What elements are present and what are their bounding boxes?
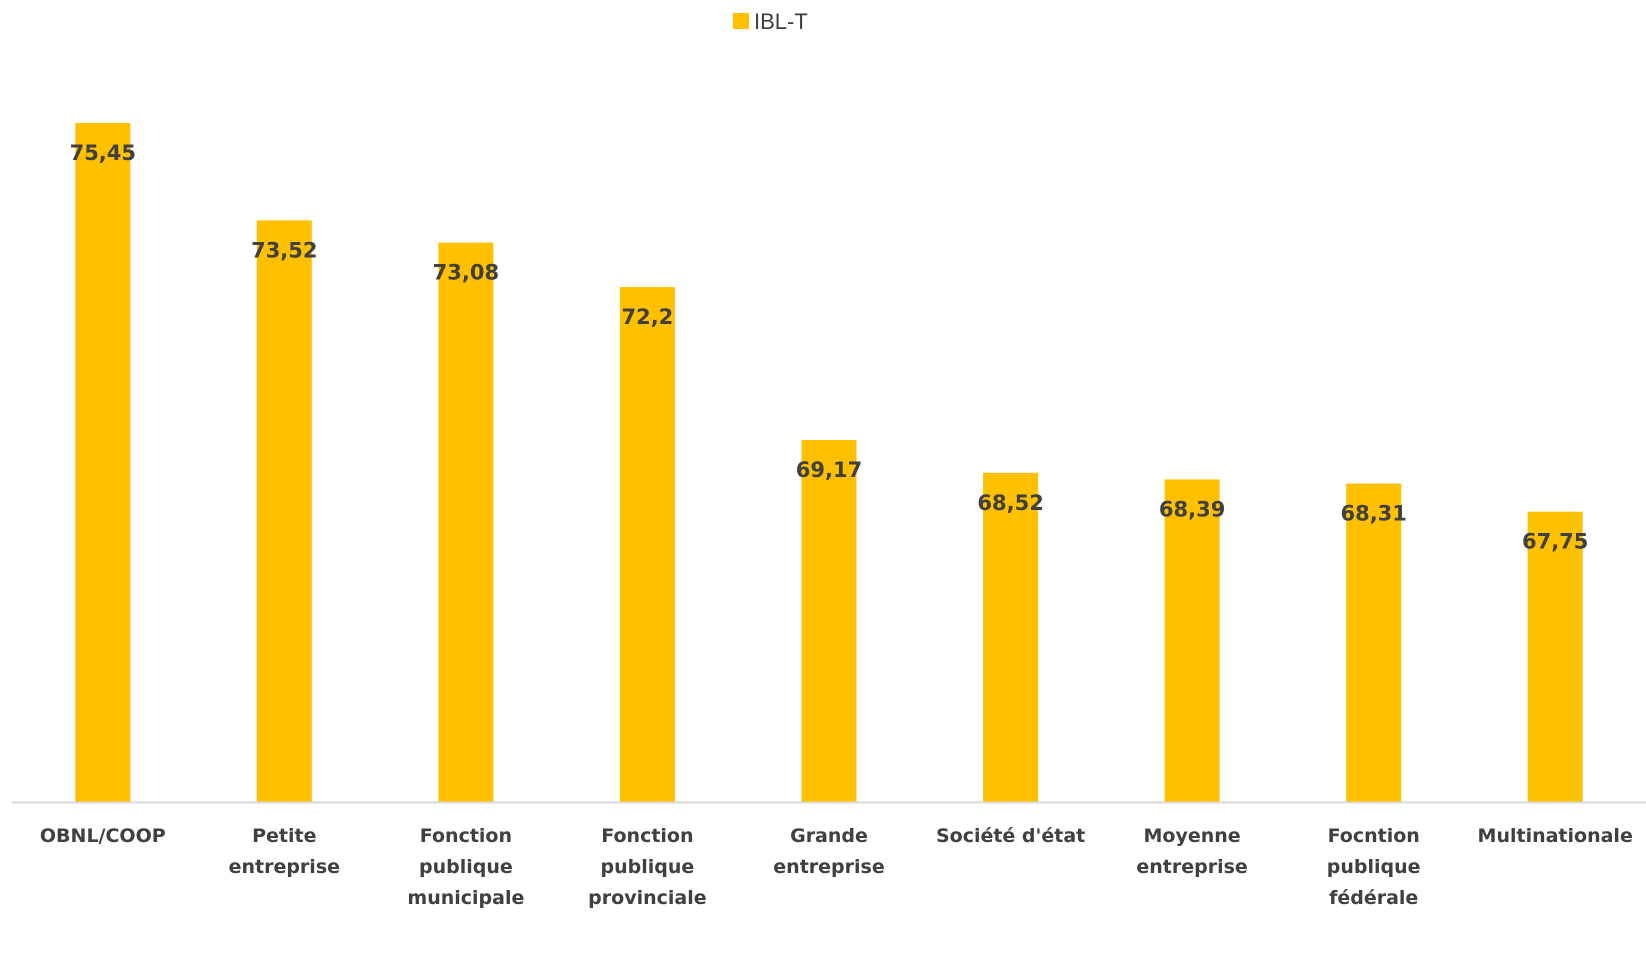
category-labels-group: OBNL/COOP Petite entreprise Fonction publiqu… [40,825,1633,909]
data-label: 68,39 [1159,497,1225,521]
category-label-line: Multinationale [1478,825,1633,847]
category-label-line: publique [419,856,513,878]
legend: IBL-T [733,9,808,34]
category-label-line: Grande [790,825,868,847]
bar [1346,483,1402,802]
data-labels-group: 75,45 73,52 73,08 72,2 69,17 68,52 68,39 68,31 6… [70,141,1589,554]
category-label-line: provinciale [588,887,706,909]
data-label: 75,45 [70,141,136,165]
category-label-line: publique [1327,856,1421,878]
bar [619,287,675,803]
category-label-line: entreprise [773,856,884,878]
category-label-line: Petite [252,825,316,847]
category-label-line: fédérale [1329,887,1418,909]
category-label-line: entreprise [229,856,340,878]
category-label-line: Focntion [1328,825,1420,847]
legend-swatch [733,13,749,29]
data-label: 73,52 [251,238,317,262]
category-label: Focntion publique fédérale [1327,825,1421,909]
bars-group [75,123,1583,803]
bar [983,472,1039,802]
category-label-line: municipale [407,887,524,909]
category-label-line: Fonction [420,825,512,847]
legend-label: IBL-T [754,9,808,34]
category-label: OBNL/COOP [40,825,166,847]
bar [438,242,494,803]
category-label: Multinationale [1478,825,1633,847]
category-label-line: publique [601,856,695,878]
category-label-line: Fonction [601,825,693,847]
category-label-line: Moyenne [1144,825,1241,847]
data-label: 67,75 [1522,530,1588,554]
data-label: 73,08 [433,261,499,285]
category-label: Grande entreprise [773,825,884,878]
category-label: Fonction publique provinciale [588,825,706,909]
category-label: Petite entreprise [229,825,340,878]
data-label: 68,52 [977,491,1043,515]
category-label-line: Société d'état [936,825,1085,847]
category-label-line: entreprise [1136,856,1247,878]
category-label: Moyenne entreprise [1136,825,1247,878]
bar [75,123,131,802]
bar [1527,511,1583,802]
data-label: 69,17 [796,458,862,482]
data-label: 72,2 [621,305,673,329]
bar [801,440,857,802]
category-label: Société d'état [936,825,1085,847]
data-label: 68,31 [1340,502,1406,526]
bar [256,220,312,802]
category-label-line: OBNL/COOP [40,825,166,847]
bar [1164,479,1220,802]
category-label: Fonction publique municipale [407,825,524,909]
